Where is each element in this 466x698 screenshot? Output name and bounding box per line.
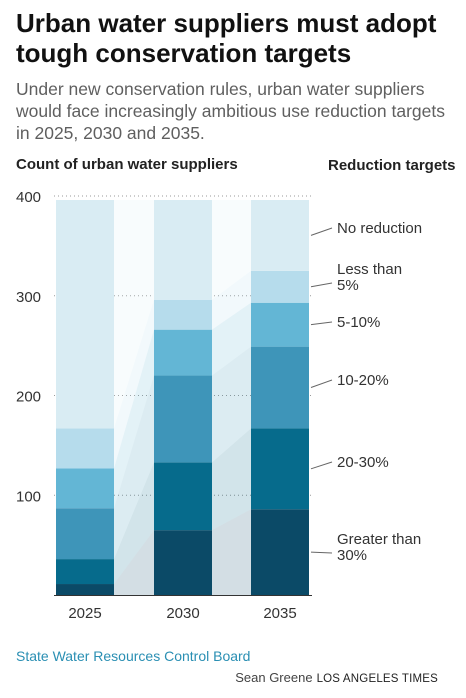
x-tick-label-2035: 2035 — [263, 605, 296, 622]
legend-label-line: 30% — [337, 547, 367, 564]
legend-label-5: No reduction — [337, 220, 422, 237]
bar-2030-seg-1 — [154, 462, 212, 531]
x-tick-label-2025: 2025 — [68, 605, 101, 622]
bar-2035-seg-3 — [251, 302, 309, 347]
y-tick-label-100: 100 — [16, 488, 41, 505]
legend-leader-3 — [310, 321, 333, 326]
flow-2030-2035-seg-1 — [212, 428, 251, 531]
flow-2025-2030-seg-1 — [114, 462, 154, 585]
y-axis-label: Count of urban water suppliers — [16, 156, 238, 173]
bar-2030-seg-3 — [154, 329, 212, 376]
bar-2025-seg-0 — [56, 584, 114, 595]
bar-2025-seg-2 — [56, 508, 114, 560]
flow-2030-2035-seg-2 — [212, 346, 251, 463]
flow-2025-2030-seg-3 — [114, 329, 154, 509]
bar-2030-seg-0 — [154, 530, 212, 595]
legend-leader-2 — [310, 379, 333, 388]
bar-2025-seg-5 — [56, 199, 114, 429]
legend-label-line: No reduction — [337, 220, 422, 237]
flow-2030-2035-seg-0 — [212, 509, 251, 595]
flow-2025-2030-seg-4 — [114, 299, 154, 469]
y-tick-label-200: 200 — [16, 389, 41, 406]
legend-label-line: 5% — [337, 277, 359, 294]
publisher-name: LOS ANGELES TIMES — [316, 673, 438, 685]
byline: Sean Greene — [235, 670, 313, 685]
legend-label-4: Less than 5% — [337, 261, 402, 294]
legend-label-3: 5-10% — [337, 314, 380, 331]
flow-2025-2030-seg-2 — [114, 375, 154, 560]
flow-2025-2030-seg-5 — [114, 199, 154, 429]
chart-title: Urban water suppliers must adopt tough c… — [16, 8, 437, 68]
x-tick-label-2030: 2030 — [166, 605, 199, 622]
bar-2035-seg-0 — [251, 509, 309, 595]
legend-label-1: 20-30% — [337, 454, 389, 471]
legend-label-2: 10-20% — [337, 372, 389, 389]
legend-label-line: Greater than — [337, 531, 421, 548]
legend-leader-4 — [310, 282, 333, 288]
legend-title-text: Reduction targets — [328, 157, 456, 174]
bar-2035-seg-4 — [251, 270, 309, 303]
legend-label-line: 20-30% — [337, 454, 389, 471]
credit-line: Sean Greene LOS ANGELES TIMES — [235, 670, 438, 685]
bar-2030-seg-2 — [154, 375, 212, 463]
bar-2030-seg-5 — [154, 199, 212, 300]
legend-leader-1 — [310, 461, 333, 470]
legend-leader-0 — [310, 551, 333, 554]
y-tick-label-300: 300 — [16, 289, 41, 306]
bar-2025-seg-4 — [56, 428, 114, 469]
flow-2030-2035-seg-3 — [212, 302, 251, 376]
legend-label-line: 5-10% — [337, 314, 380, 331]
legend-title: Reduction targets — [328, 156, 456, 176]
bar-2035-seg-2 — [251, 346, 309, 429]
flow-2025-2030-seg-0 — [114, 530, 154, 595]
y-tick-label-400: 400 — [16, 189, 41, 206]
flow-2030-2035-seg-5 — [212, 199, 251, 300]
flow-2030-2035-seg-4 — [212, 270, 251, 330]
bar-2030-seg-4 — [154, 299, 212, 330]
bar-2025-seg-1 — [56, 559, 114, 585]
chart-subtitle: Under new conservation rules, urban wate… — [16, 79, 445, 143]
bar-2025-seg-3 — [56, 468, 114, 509]
legend-label-line: 10-20% — [337, 372, 389, 389]
bar-2035-seg-5 — [251, 199, 309, 271]
legend-leader-5 — [310, 227, 333, 236]
legend-label-line: Less than — [337, 261, 402, 278]
legend-label-0: Greater than 30% — [337, 531, 421, 564]
bar-2035-seg-1 — [251, 428, 309, 510]
source-link[interactable]: State Water Resources Control Board — [16, 648, 251, 664]
